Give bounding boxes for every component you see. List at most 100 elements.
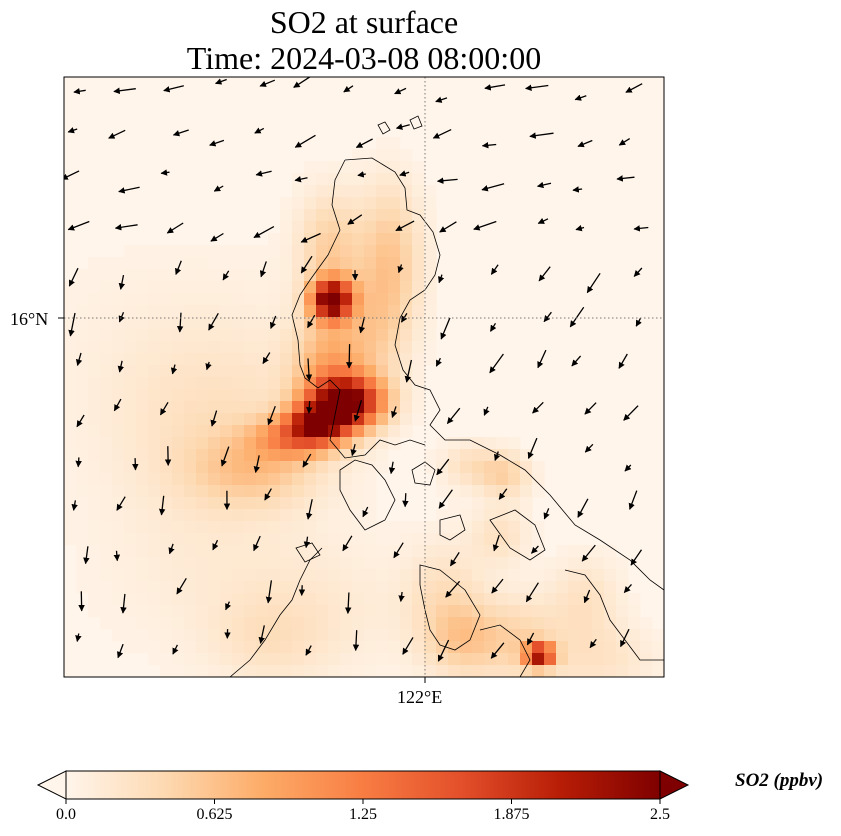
so2-map bbox=[58, 76, 665, 683]
wind-arrow bbox=[618, 353, 628, 369]
wind-arrow bbox=[569, 306, 585, 328]
wind-arrow bbox=[210, 232, 224, 242]
wind-arrow bbox=[259, 79, 276, 87]
wind-arrow bbox=[438, 274, 445, 284]
wind-arrow bbox=[258, 625, 265, 644]
wind-arrow bbox=[305, 645, 312, 656]
wind-arrow bbox=[347, 214, 363, 225]
wind-arrow bbox=[294, 176, 308, 183]
wind-arrow bbox=[303, 536, 311, 549]
colorbar-tick-label: 2.5 bbox=[650, 806, 670, 823]
wind-arrow bbox=[116, 496, 126, 511]
so2-concentration-field bbox=[64, 137, 664, 677]
wind-arrow bbox=[388, 461, 396, 475]
wind-arrow bbox=[494, 451, 501, 462]
wind-arrow bbox=[293, 77, 311, 88]
colorbar-tick-label: 1.25 bbox=[349, 806, 377, 823]
wind-arrow bbox=[253, 455, 260, 474]
colorbar bbox=[36, 770, 690, 804]
wind-arrow bbox=[159, 401, 169, 416]
wind-arrow bbox=[357, 171, 366, 178]
wind-arrow bbox=[440, 317, 451, 340]
wind-arrow bbox=[76, 414, 85, 428]
wind-arrow bbox=[394, 87, 407, 95]
wind-arrow bbox=[577, 139, 593, 148]
colorbar-tick-label: 0.625 bbox=[196, 806, 233, 823]
wind-arrow bbox=[265, 580, 273, 604]
wind-arrow bbox=[525, 84, 549, 91]
wind-arrow bbox=[166, 222, 184, 234]
wind-arrow bbox=[294, 134, 316, 148]
wind-arrow bbox=[498, 488, 508, 500]
wind-arrow bbox=[623, 583, 632, 593]
wind-arrow bbox=[435, 96, 448, 103]
wind-arrow bbox=[630, 549, 643, 566]
colorbar-extend-min bbox=[36, 770, 67, 800]
wind-arrow bbox=[633, 267, 643, 277]
wind-arrow bbox=[445, 580, 461, 598]
wind-arrow bbox=[113, 87, 136, 94]
wind-arrow bbox=[529, 132, 554, 139]
wind-arrow bbox=[628, 490, 638, 510]
wind-arrow bbox=[118, 274, 126, 290]
wind-arrow bbox=[449, 552, 460, 567]
wind-arrow bbox=[225, 601, 232, 611]
wind-arrow bbox=[168, 543, 175, 555]
wind-arrow bbox=[624, 464, 632, 472]
map-subtitle-time: Time: 2024-03-08 08:00:00 bbox=[186, 40, 542, 76]
wind-arrow bbox=[575, 224, 585, 232]
wind-arrow bbox=[75, 633, 82, 643]
wind-arrow bbox=[255, 170, 272, 177]
wind-arrow bbox=[305, 358, 313, 382]
wind-arrow bbox=[222, 270, 230, 281]
wind-arrow bbox=[586, 272, 601, 294]
wind-arrow bbox=[489, 322, 497, 332]
wind-arrow bbox=[571, 355, 582, 367]
wind-arrow bbox=[572, 186, 583, 193]
wind-arrow bbox=[491, 578, 504, 594]
wind-arrow bbox=[176, 312, 184, 333]
wind-arrow bbox=[345, 344, 353, 369]
wind-arrow bbox=[393, 542, 404, 559]
wind-arrow bbox=[64, 170, 80, 180]
wind-arrow bbox=[358, 316, 366, 334]
wind-arrow bbox=[481, 183, 505, 192]
wind-arrow bbox=[536, 181, 552, 189]
wind-arrow bbox=[68, 312, 76, 337]
wind-arrow bbox=[439, 221, 457, 233]
wind-arrow bbox=[526, 632, 535, 646]
wind-arrow bbox=[584, 443, 594, 453]
wind-arrow bbox=[212, 539, 219, 551]
wind-arrow bbox=[623, 405, 639, 421]
wind-arrow bbox=[67, 127, 78, 134]
wind-arrow bbox=[267, 405, 276, 426]
wind-arrow bbox=[205, 361, 212, 371]
colorbar-extend-max bbox=[659, 770, 690, 800]
wind-arrow bbox=[489, 353, 504, 374]
wind-arrow bbox=[342, 535, 353, 552]
wind-arrow bbox=[492, 534, 500, 552]
wind-arrow bbox=[117, 360, 125, 373]
wind-arrow bbox=[172, 644, 179, 655]
wind-arrow bbox=[538, 266, 551, 282]
wind-arrow bbox=[635, 318, 642, 327]
wind-arrow bbox=[438, 489, 453, 509]
wind-arrow bbox=[73, 88, 86, 95]
wind-arrow bbox=[435, 357, 442, 367]
wind-arrow bbox=[71, 500, 78, 511]
wind-arrow bbox=[117, 643, 124, 659]
wind-arrow bbox=[176, 577, 187, 595]
wind-arrow bbox=[163, 85, 184, 93]
wind-arrow bbox=[352, 630, 360, 652]
wind-arrow bbox=[398, 591, 405, 603]
wind-arrow bbox=[170, 364, 178, 375]
wind-arrow bbox=[343, 85, 354, 93]
wind-arrow bbox=[432, 129, 452, 139]
wind-arrow bbox=[577, 498, 589, 518]
wind-arrow bbox=[175, 260, 182, 276]
colorbar-gradient bbox=[66, 771, 660, 799]
wind-arrow bbox=[399, 170, 410, 177]
map-frame bbox=[63, 76, 665, 678]
wind-arrow bbox=[209, 139, 225, 147]
wind-arrow bbox=[83, 546, 90, 565]
